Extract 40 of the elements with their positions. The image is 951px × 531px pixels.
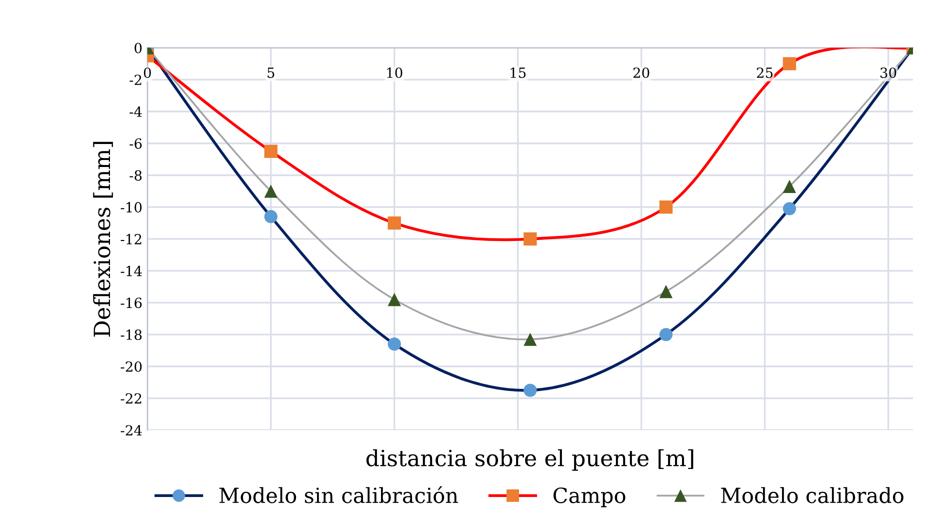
legend-label: Modelo sin calibración	[219, 486, 458, 504]
y-tick-label: -4	[130, 106, 142, 117]
x-tick-label: 5	[268, 68, 274, 78]
x-tick-label: 10	[387, 67, 402, 78]
x-tick-label: 30	[880, 67, 896, 78]
x-axis-title: distancia sobre el puente [m]	[366, 449, 694, 471]
y-tick-label: -14	[120, 266, 142, 276]
point	[388, 216, 401, 230]
point	[659, 200, 673, 214]
y-axis-title: Deflexiones [mm]	[93, 142, 113, 337]
point	[782, 202, 796, 216]
point	[524, 232, 537, 246]
point	[524, 384, 537, 397]
y-tick-label: -18	[120, 330, 142, 340]
y-tick-label: -8	[130, 170, 142, 181]
x-tick-label: 20	[633, 67, 650, 78]
x-tick-label: 15	[510, 67, 526, 78]
y-tick-label: -12	[120, 234, 142, 244]
point	[659, 284, 673, 298]
x-tick-label: 0	[144, 67, 151, 78]
point	[659, 328, 673, 342]
legend-label: Modelo calibrado	[721, 487, 904, 504]
y-tick-label: -6	[130, 138, 142, 149]
y-tick-label: -10	[120, 202, 142, 213]
y-tick-label: -22	[120, 393, 142, 404]
point	[782, 180, 796, 193]
y-tick-label: -16	[120, 298, 142, 308]
y-tick-label: -24	[120, 425, 142, 436]
point	[264, 184, 278, 198]
point	[524, 332, 537, 346]
legend-label: Campo	[554, 487, 626, 508]
y-tick-label: 0	[134, 42, 142, 54]
y-tick-label: -2	[130, 74, 142, 85]
y-tick-label: -20	[120, 361, 142, 372]
point	[264, 210, 278, 224]
point	[264, 144, 278, 158]
point	[782, 57, 796, 70]
x-tick-label: 25	[756, 67, 773, 78]
point	[388, 338, 401, 351]
point	[388, 292, 401, 306]
